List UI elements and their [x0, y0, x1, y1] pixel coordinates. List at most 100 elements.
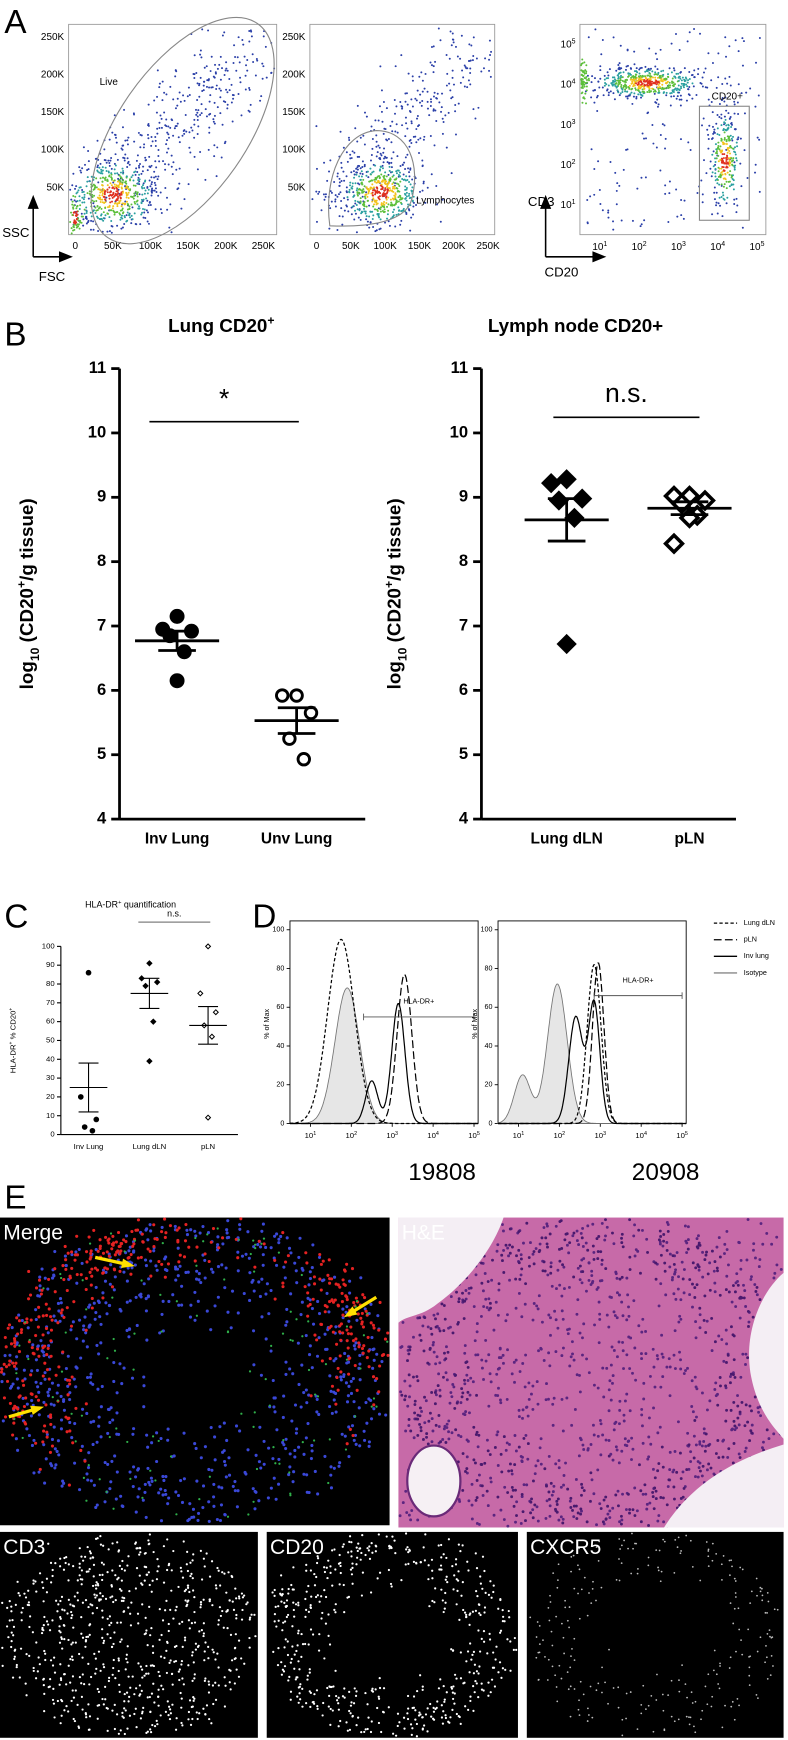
cell — [513, 1434, 517, 1437]
event-dot — [345, 204, 348, 207]
cell — [125, 1300, 129, 1304]
event-dot — [706, 128, 709, 131]
event-dot — [422, 182, 425, 185]
cell — [616, 1291, 619, 1295]
event-dot — [367, 176, 370, 179]
event-dot — [387, 209, 390, 212]
y-axis-label-part: + — [15, 581, 29, 588]
cell — [605, 1313, 609, 1317]
event-dot — [430, 46, 433, 49]
cell — [560, 1354, 564, 1358]
event-dot — [596, 94, 599, 97]
cell — [349, 1325, 353, 1329]
cell — [525, 1405, 529, 1409]
cell — [136, 1218, 141, 1222]
event-dot — [388, 187, 391, 190]
cell — [281, 1231, 285, 1235]
cell — [129, 1477, 132, 1480]
event-dot — [142, 165, 145, 168]
cell — [49, 1339, 53, 1343]
event-dot — [145, 209, 148, 212]
cell — [308, 1353, 312, 1357]
event-dot — [127, 136, 130, 139]
cell — [16, 1448, 20, 1452]
cell — [236, 1269, 240, 1273]
cell — [534, 1247, 538, 1250]
event-dot — [357, 216, 360, 219]
cell — [447, 1430, 451, 1434]
cell — [514, 1306, 518, 1310]
cell — [49, 1422, 53, 1426]
event-dot — [652, 90, 655, 93]
event-dot — [617, 63, 620, 66]
event-dot — [78, 227, 81, 230]
event-dot — [612, 79, 615, 82]
event-dot — [635, 73, 638, 76]
event-dot — [678, 49, 681, 52]
event-dot — [73, 204, 76, 207]
cell — [182, 1255, 187, 1259]
cell — [107, 1254, 111, 1258]
event-dot — [378, 146, 381, 149]
event-dot — [621, 90, 624, 93]
event-dot — [209, 94, 212, 97]
cell — [218, 1425, 222, 1429]
event-dot — [401, 164, 404, 167]
event-dot — [375, 134, 378, 137]
event-dot — [134, 190, 137, 193]
cell — [94, 1505, 98, 1509]
cell — [372, 1403, 376, 1407]
flow-plot: 0 50K 100K 150K 200K 250K50K100K150K200K250KL… — [282, 23, 500, 252]
cell — [3, 1335, 7, 1340]
event-dot — [349, 184, 352, 187]
cell — [690, 1379, 694, 1383]
cell — [1, 1419, 5, 1423]
cell — [595, 1287, 599, 1291]
event-dot — [182, 129, 185, 132]
cell — [31, 1343, 35, 1347]
cell — [339, 1370, 343, 1374]
cell — [334, 1282, 338, 1286]
event-dot — [125, 196, 128, 199]
event-dot — [315, 125, 318, 128]
cell — [345, 1339, 349, 1343]
event-dot — [682, 82, 685, 85]
cell — [531, 1252, 535, 1256]
event-dot — [144, 217, 147, 220]
cell — [236, 1256, 240, 1260]
event-dot — [373, 180, 376, 183]
cell — [284, 1447, 288, 1451]
cell — [330, 1298, 334, 1303]
event-dot — [585, 85, 588, 88]
event-dot — [718, 134, 721, 137]
event-dot — [248, 87, 251, 89]
cell — [725, 1274, 729, 1278]
event-dot — [193, 54, 196, 57]
event-dot — [108, 230, 111, 233]
cell — [580, 1258, 584, 1262]
cell — [534, 1464, 538, 1468]
event-dot — [355, 203, 358, 206]
event-dot — [114, 136, 117, 139]
cell — [145, 1227, 149, 1231]
cell — [55, 1391, 59, 1395]
cell — [213, 1458, 217, 1462]
cell — [547, 1454, 551, 1458]
cell — [604, 1438, 608, 1442]
event-dot — [722, 177, 725, 180]
cell — [207, 1259, 211, 1264]
event-dot — [121, 181, 124, 184]
event-dot — [377, 196, 380, 199]
cell — [372, 1407, 376, 1411]
event-dot — [200, 112, 203, 115]
event-dot — [82, 190, 85, 193]
cell — [254, 1243, 257, 1246]
event-dot — [171, 119, 174, 122]
chart-title-part: Lymph node CD20+ — [488, 315, 663, 336]
event-dot — [375, 155, 378, 158]
cell — [50, 1444, 55, 1448]
event-dot — [370, 125, 373, 128]
cell — [163, 1268, 168, 1272]
cell — [596, 1434, 600, 1438]
event-dot — [599, 65, 602, 68]
